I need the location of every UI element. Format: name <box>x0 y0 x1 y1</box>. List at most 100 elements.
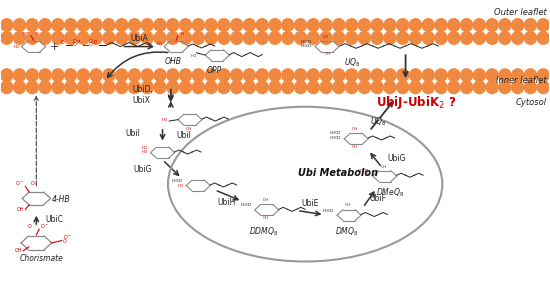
Ellipse shape <box>371 32 383 44</box>
Text: H$_3$CO: H$_3$CO <box>300 38 313 46</box>
Ellipse shape <box>333 69 345 82</box>
Ellipse shape <box>307 19 320 31</box>
Text: O: O <box>28 224 32 229</box>
Ellipse shape <box>205 69 217 82</box>
Ellipse shape <box>397 19 409 31</box>
Ellipse shape <box>460 19 472 31</box>
Ellipse shape <box>422 81 435 94</box>
Ellipse shape <box>116 32 128 44</box>
Ellipse shape <box>218 32 230 44</box>
Ellipse shape <box>244 81 256 94</box>
Ellipse shape <box>52 81 64 94</box>
Text: HO: HO <box>14 45 20 49</box>
Text: H$_3$CO: H$_3$CO <box>322 208 335 215</box>
Text: UbiJ-UbiK$_2$ ?: UbiJ-UbiK$_2$ ? <box>377 94 456 111</box>
Text: H$_3$CO: H$_3$CO <box>358 167 371 175</box>
Ellipse shape <box>39 32 51 44</box>
Ellipse shape <box>397 32 409 44</box>
Ellipse shape <box>39 69 51 82</box>
Ellipse shape <box>39 81 51 94</box>
Text: OH: OH <box>15 248 22 253</box>
Ellipse shape <box>141 81 153 94</box>
Ellipse shape <box>269 81 281 94</box>
Ellipse shape <box>320 19 332 31</box>
Text: $UQ_8$: $UQ_8$ <box>344 57 360 69</box>
Text: P: P <box>77 40 80 45</box>
Ellipse shape <box>129 32 140 44</box>
Ellipse shape <box>154 69 166 82</box>
Ellipse shape <box>90 69 102 82</box>
Text: UbiC: UbiC <box>46 215 64 224</box>
Ellipse shape <box>294 69 306 82</box>
Ellipse shape <box>256 81 268 94</box>
Ellipse shape <box>499 32 511 44</box>
Ellipse shape <box>90 19 102 31</box>
Ellipse shape <box>384 19 396 31</box>
Ellipse shape <box>410 32 421 44</box>
Text: OH: OH <box>352 127 358 131</box>
Ellipse shape <box>78 81 90 94</box>
Ellipse shape <box>384 32 396 44</box>
Text: OH: OH <box>262 215 269 219</box>
Ellipse shape <box>486 32 498 44</box>
Text: OH: OH <box>352 145 358 149</box>
Ellipse shape <box>320 81 332 94</box>
Ellipse shape <box>474 69 486 82</box>
Ellipse shape <box>512 69 524 82</box>
Ellipse shape <box>103 32 115 44</box>
Text: HO: HO <box>142 146 148 150</box>
Text: HO: HO <box>364 173 371 177</box>
Text: HO: HO <box>162 118 168 122</box>
Ellipse shape <box>474 19 486 31</box>
Text: H$_3$CO: H$_3$CO <box>329 130 342 137</box>
Text: HO: HO <box>190 54 196 58</box>
Ellipse shape <box>320 32 332 44</box>
Ellipse shape <box>167 69 179 82</box>
Text: OH: OH <box>325 52 331 56</box>
Ellipse shape <box>26 19 39 31</box>
Ellipse shape <box>230 19 243 31</box>
Ellipse shape <box>359 19 371 31</box>
Ellipse shape <box>205 81 217 94</box>
Ellipse shape <box>103 19 115 31</box>
Text: Cytosol: Cytosol <box>515 98 547 107</box>
Ellipse shape <box>218 69 230 82</box>
Ellipse shape <box>13 19 25 31</box>
Ellipse shape <box>64 81 76 94</box>
Ellipse shape <box>486 19 498 31</box>
Ellipse shape <box>537 69 549 82</box>
Text: $UQ_8$: $UQ_8$ <box>370 115 387 128</box>
Ellipse shape <box>129 69 140 82</box>
Text: UbiH: UbiH <box>217 198 236 207</box>
Ellipse shape <box>474 32 486 44</box>
Ellipse shape <box>244 32 256 44</box>
Ellipse shape <box>129 81 140 94</box>
Ellipse shape <box>256 19 268 31</box>
Ellipse shape <box>230 81 243 94</box>
Text: OH: OH <box>186 127 192 131</box>
Text: UbiI: UbiI <box>176 131 191 140</box>
Ellipse shape <box>78 32 90 44</box>
Ellipse shape <box>256 69 268 82</box>
Text: UbiA: UbiA <box>130 34 148 43</box>
Ellipse shape <box>192 32 205 44</box>
Ellipse shape <box>179 32 191 44</box>
Ellipse shape <box>499 19 511 31</box>
Ellipse shape <box>116 81 128 94</box>
Ellipse shape <box>333 81 345 94</box>
Ellipse shape <box>1 19 13 31</box>
Ellipse shape <box>359 81 371 94</box>
Text: HO: HO <box>142 150 148 154</box>
Ellipse shape <box>13 32 25 44</box>
Text: Inner leaflet: Inner leaflet <box>496 76 547 86</box>
Ellipse shape <box>64 69 76 82</box>
Text: UbiG: UbiG <box>387 154 406 163</box>
Ellipse shape <box>129 19 140 31</box>
Text: O: O <box>63 239 67 245</box>
Text: OH: OH <box>345 204 351 207</box>
Ellipse shape <box>1 32 13 44</box>
Ellipse shape <box>448 69 460 82</box>
Ellipse shape <box>78 19 90 31</box>
Ellipse shape <box>320 69 332 82</box>
Ellipse shape <box>192 81 205 94</box>
